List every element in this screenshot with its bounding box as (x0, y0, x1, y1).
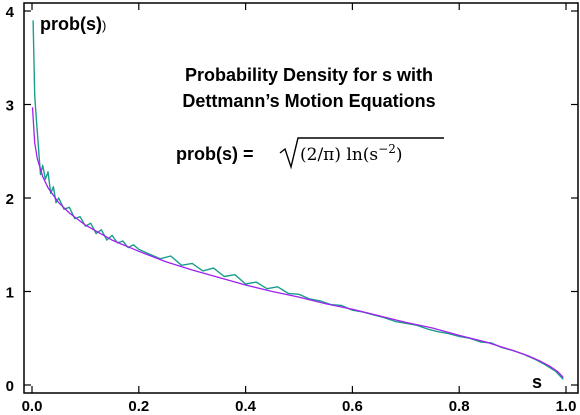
series-line-simulated (32, 20, 564, 380)
x-axis: 0.0 0.2 0.4 0.6 0.8 1.0 (22, 3, 577, 415)
formula-annotation: prob(s) = (2/π) ln(s−2) (176, 137, 444, 170)
formula-radicand: (2/π) ln(s−2) (300, 142, 402, 165)
radical-sign (279, 137, 444, 170)
x-tick-label: 0.8 (449, 398, 470, 415)
x-tick-label: 0.6 (342, 398, 363, 415)
y-tick-label: 3 (6, 98, 14, 115)
y-tick-label: 1 (6, 285, 14, 302)
chart-title-line-1: Probability Density for s with (185, 65, 433, 85)
x-tick-label: 1.0 (556, 398, 577, 415)
plot-series (31, 20, 564, 380)
formula-exponent: −2 (378, 142, 396, 156)
y-axis-label-end: ) (102, 18, 106, 33)
x-tick-label: 0.4 (235, 398, 257, 415)
y-axis-label: prob(s)) (40, 14, 106, 34)
y-axis: 0 1 2 3 4 (6, 4, 578, 395)
chart-title-line-2: Dettmann’s Motion Equations (182, 91, 435, 111)
formula-close: ) (396, 145, 403, 165)
y-tick-label: 2 (6, 191, 14, 208)
x-tick-label: 0.0 (22, 398, 43, 415)
y-tick-label: 0 (6, 378, 14, 395)
y-tick-label: 4 (6, 4, 15, 21)
x-tick-label: 0.2 (128, 398, 149, 415)
x-axis-label: s (532, 372, 542, 392)
series-line-analytic (31, 107, 564, 378)
formula-radicand-main: (2/π) ln(s (300, 145, 378, 165)
formula-lhs: prob(s) = (176, 144, 254, 164)
